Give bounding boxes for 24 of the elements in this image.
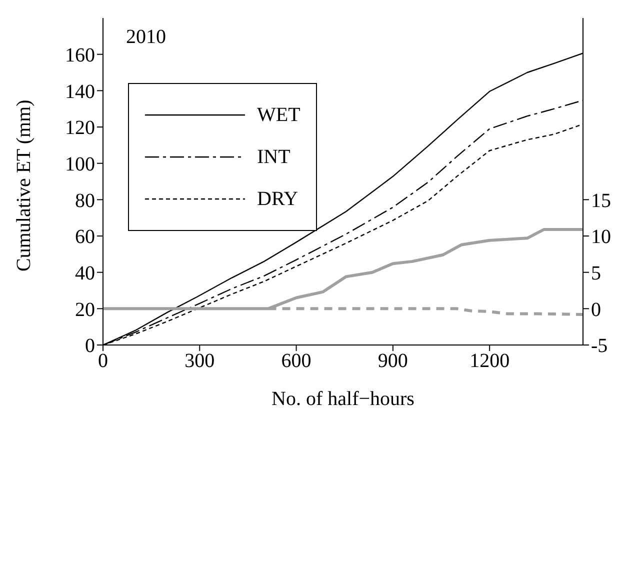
legend-label: WET xyxy=(257,104,300,126)
x-tick-label: 1200 xyxy=(470,350,510,372)
x-tick-label: 300 xyxy=(184,350,215,372)
annotation: 2010 xyxy=(126,26,166,49)
x-axis-title: No. of half−hours xyxy=(272,388,415,410)
y2-tick-label: 5 xyxy=(591,262,601,284)
y-tick-label: 80 xyxy=(75,190,95,212)
y-tick-label: 100 xyxy=(65,153,95,176)
y-tick-label: 0 xyxy=(85,335,95,358)
y2-tick-label: 15 xyxy=(591,190,611,212)
y2-tick-label: -5 xyxy=(591,335,608,358)
y-tick-label: 40 xyxy=(75,262,95,284)
y-axis-title: Cumulative ET (mm) xyxy=(13,100,36,272)
y-tick-label: 60 xyxy=(75,226,95,248)
y-tick-label: 20 xyxy=(75,298,95,321)
legend-label: INT xyxy=(257,146,290,168)
y2-tick-label: 10 xyxy=(591,226,611,248)
y2-tick-label: 0 xyxy=(591,298,601,321)
y-tick-label: 120 xyxy=(65,117,95,140)
y-tick-label: 160 xyxy=(65,44,95,66)
y-tick-label: 140 xyxy=(65,80,95,103)
legend-label: DRY xyxy=(257,188,298,210)
x-tick-label: 600 xyxy=(281,350,312,372)
x-tick-label: 900 xyxy=(378,350,408,372)
